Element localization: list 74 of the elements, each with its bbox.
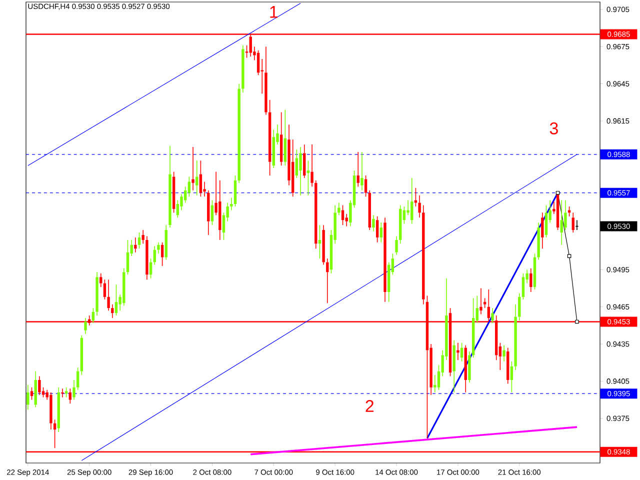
candlestick: [537, 222, 540, 260]
point: [575, 320, 579, 324]
annotation: 1: [270, 6, 278, 18]
candlestick: [502, 344, 506, 362]
candlestick: [168, 145, 172, 228]
candlestick: [506, 347, 510, 384]
candlestick: [107, 279, 110, 311]
candlestick: [242, 44, 244, 93]
candlestick: [142, 230, 144, 244]
annotation: 2: [366, 400, 374, 412]
candlestick: [564, 200, 567, 230]
candlestick: [395, 236, 398, 256]
point: [567, 254, 572, 258]
candlestick: [468, 351, 471, 383]
candlestick: [153, 246, 156, 266]
candlestick: [345, 214, 348, 227]
candlestick: [384, 217, 386, 302]
candlestick: [368, 190, 371, 230]
candlestick: [326, 258, 329, 304]
candlestick: [356, 152, 360, 188]
candlestick: [72, 380, 76, 400]
candlestick: [452, 340, 456, 393]
candlestick: [422, 204, 425, 305]
candlestick: [299, 146, 302, 196]
candlestick: [410, 178, 414, 224]
candlestick: [157, 242, 160, 254]
candlestick: [418, 194, 421, 218]
candlestick: [372, 214, 375, 232]
candlestick: [541, 212, 544, 250]
candlestick: [100, 272, 102, 288]
candlestick: [50, 392, 52, 430]
candlestick: [264, 46, 268, 116]
candlestick: [122, 268, 126, 306]
candlestick: [26, 384, 30, 410]
candlestick: [34, 370, 37, 408]
candlestick: [268, 99, 272, 176]
candlestick: [530, 268, 532, 292]
point: [556, 190, 560, 195]
candlestick: [314, 180, 318, 250]
candlestick: [480, 288, 482, 315]
candlestick: [230, 197, 233, 211]
candlestick: [322, 224, 325, 266]
candlestick: [180, 194, 183, 211]
candlestick: [360, 152, 364, 191]
candlestick: [306, 160, 310, 196]
candlestick: [338, 202, 340, 216]
candlestick: [96, 272, 98, 316]
candlestick: [464, 344, 467, 393]
candlestick: [518, 292, 521, 321]
candlestick: [196, 160, 198, 196]
candlestick: [61, 388, 64, 398]
candlestick: [218, 180, 222, 240]
candlestick: [406, 200, 410, 216]
candlestick: [456, 342, 460, 361]
annotation: 3: [550, 122, 558, 134]
candlestick: [560, 200, 563, 246]
candlestick: [164, 224, 168, 260]
candlestick: [310, 144, 314, 188]
candlestick: [207, 190, 210, 236]
candlestick: [303, 144, 306, 178]
candlestick: [111, 304, 114, 318]
candlestick: [514, 304, 517, 370]
candlestick: [38, 376, 41, 396]
candlestick: [84, 318, 87, 335]
candlestick: [134, 237, 137, 253]
candlestick: [192, 146, 194, 191]
candlestick: [399, 204, 402, 244]
candlestick: [272, 129, 275, 168]
candlestick: [491, 308, 494, 324]
candlestick: [238, 83, 240, 184]
candlestick: [57, 387, 60, 432]
candlestick: [146, 236, 148, 280]
candlestick: [434, 374, 436, 393]
candlestick: [572, 212, 574, 233]
